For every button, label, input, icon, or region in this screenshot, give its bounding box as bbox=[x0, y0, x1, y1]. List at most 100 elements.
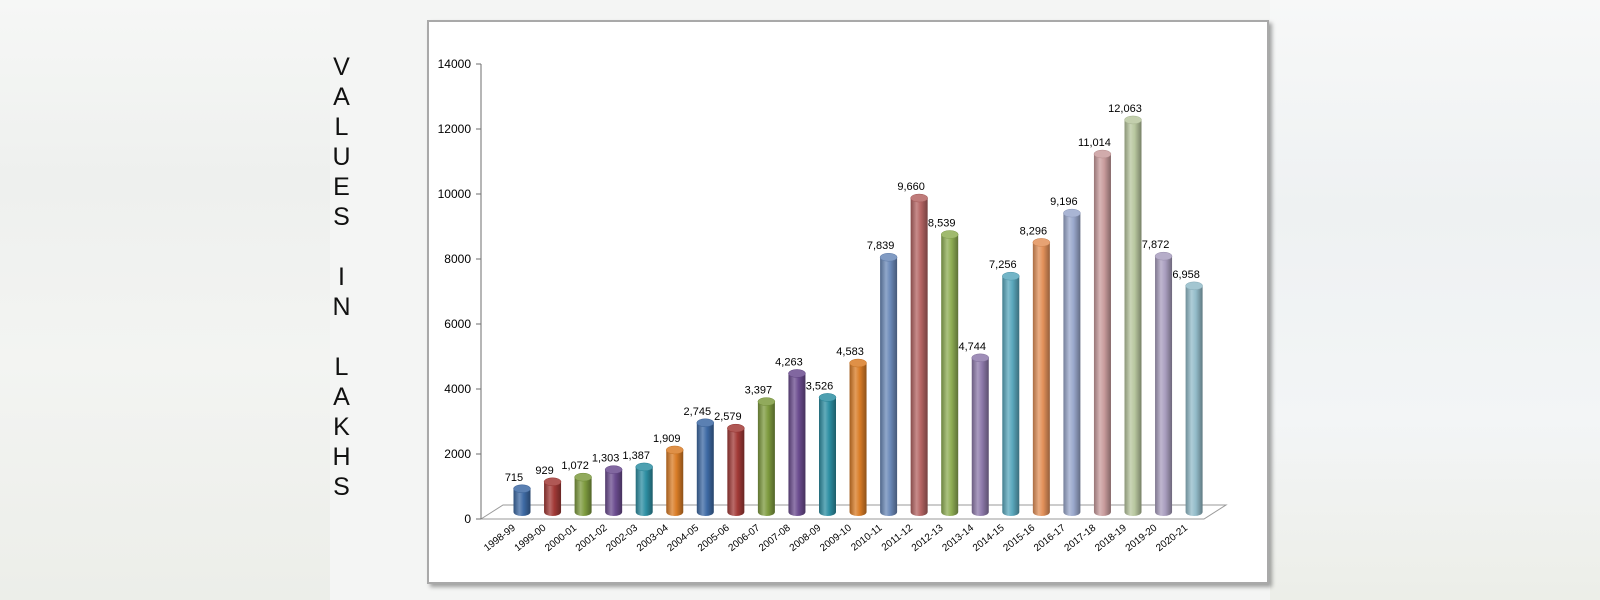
bar-body bbox=[1032, 242, 1050, 516]
bar-top bbox=[849, 358, 867, 368]
category-label: 2006-07 bbox=[727, 522, 763, 554]
data-label: 4,744 bbox=[958, 341, 986, 353]
y-tick-label: 4000 bbox=[444, 382, 471, 396]
category-label: 2016-17 bbox=[1032, 522, 1068, 554]
bar bbox=[757, 397, 776, 516]
bar-body bbox=[757, 401, 775, 516]
bar-body bbox=[880, 257, 898, 516]
bar-top bbox=[1002, 271, 1020, 281]
y-tick-label: 6000 bbox=[444, 317, 471, 331]
data-label: 1,303 bbox=[592, 453, 620, 465]
bar bbox=[1185, 281, 1203, 516]
bar-top bbox=[1032, 238, 1051, 247]
y-axis-label-letter: N bbox=[332, 293, 352, 321]
bar-top bbox=[1063, 208, 1081, 218]
y-axis-label-letter: S bbox=[333, 473, 351, 501]
bar-body bbox=[1093, 154, 1111, 517]
bar-body bbox=[574, 477, 592, 516]
category-label: 2015-16 bbox=[1002, 522, 1038, 554]
y-axis-label-space bbox=[338, 232, 346, 262]
bar-top bbox=[543, 477, 562, 487]
bar-body bbox=[788, 373, 806, 516]
category-label: 2014-15 bbox=[971, 522, 1007, 554]
y-axis-label-letter: H bbox=[332, 443, 352, 471]
data-label: 12,063 bbox=[1108, 103, 1142, 115]
bar-top bbox=[940, 230, 959, 239]
bar-top bbox=[1093, 149, 1112, 159]
data-label: 7,872 bbox=[1142, 239, 1170, 251]
bar bbox=[788, 369, 806, 516]
bar-chart: 0 2000 4000 6000 8000 10000 12000 14000 715 1998-… bbox=[438, 57, 1228, 554]
bar bbox=[513, 484, 531, 516]
bar bbox=[1093, 149, 1112, 517]
bar-top bbox=[696, 418, 715, 428]
category-label: 2013-14 bbox=[940, 522, 976, 554]
data-label: 1,909 bbox=[653, 433, 681, 445]
category-label: 2000-01 bbox=[543, 522, 579, 554]
bar-body bbox=[605, 469, 623, 516]
bar-top bbox=[971, 353, 989, 363]
category-label: 1998-99 bbox=[482, 522, 518, 554]
data-label: 715 bbox=[505, 472, 523, 484]
y-axis-label-letter: E bbox=[333, 173, 351, 201]
bar bbox=[1154, 251, 1173, 516]
bar-top bbox=[635, 462, 653, 472]
data-label: 6,958 bbox=[1172, 269, 1200, 281]
bar-top bbox=[1124, 115, 1142, 125]
bar bbox=[635, 462, 653, 516]
y-tick-label: 10000 bbox=[438, 187, 472, 201]
bar bbox=[1063, 208, 1081, 516]
data-label: 8,296 bbox=[1020, 225, 1048, 237]
bar-body bbox=[1002, 276, 1020, 516]
y-axis-label-letter: A bbox=[333, 383, 351, 411]
bar-top bbox=[818, 393, 837, 402]
bar bbox=[696, 418, 715, 516]
y-axis-label-letter: L bbox=[334, 113, 350, 141]
data-label: 9,660 bbox=[897, 181, 925, 193]
category-label: 2001-02 bbox=[574, 522, 610, 554]
bar-body bbox=[941, 234, 959, 517]
bar-body bbox=[819, 397, 836, 516]
category-label: 2007-08 bbox=[757, 522, 793, 554]
bar-top bbox=[1154, 251, 1173, 261]
category-label: 2008-09 bbox=[788, 522, 824, 554]
bar-body bbox=[1124, 119, 1142, 516]
bar-body bbox=[666, 449, 684, 516]
bar bbox=[1002, 271, 1020, 516]
bar-top bbox=[910, 193, 928, 203]
data-label: 11,014 bbox=[1078, 137, 1111, 149]
category-label: 2011-12 bbox=[880, 522, 915, 553]
bar bbox=[910, 193, 928, 517]
y-axis-label-letter: A bbox=[333, 83, 351, 111]
background-left bbox=[0, 0, 330, 600]
category-label: 2020-21 bbox=[1154, 522, 1190, 554]
data-label: 4,263 bbox=[775, 356, 803, 368]
bar bbox=[727, 423, 745, 516]
bar bbox=[1124, 115, 1142, 516]
bar-body bbox=[1185, 285, 1203, 516]
bar-body bbox=[971, 357, 989, 516]
bar-top bbox=[574, 472, 592, 482]
category-label: 2004-05 bbox=[665, 522, 701, 554]
category-label: 2005-06 bbox=[696, 522, 732, 554]
data-label: 8,539 bbox=[928, 217, 956, 229]
bar-top bbox=[879, 252, 898, 262]
chart-frame: 0 2000 4000 6000 8000 10000 12000 14000 715 1998-… bbox=[427, 20, 1269, 584]
y-axis-label-letter: I bbox=[338, 263, 346, 291]
bar bbox=[666, 445, 684, 516]
bar bbox=[849, 358, 867, 516]
y-tick-label: 8000 bbox=[444, 252, 471, 266]
category-label: 2012-13 bbox=[910, 522, 946, 554]
bar bbox=[818, 393, 837, 516]
bar-body bbox=[727, 428, 745, 516]
y-tick-label: 14000 bbox=[438, 57, 472, 71]
category-label: 2019-20 bbox=[1124, 522, 1160, 554]
bar-top bbox=[727, 423, 745, 433]
y-axis-label-letter: U bbox=[332, 143, 352, 171]
bar-top bbox=[513, 484, 531, 494]
bar bbox=[604, 465, 623, 516]
data-label: 7,839 bbox=[867, 240, 895, 252]
bar-body bbox=[635, 466, 653, 516]
data-label: 929 bbox=[535, 465, 553, 477]
